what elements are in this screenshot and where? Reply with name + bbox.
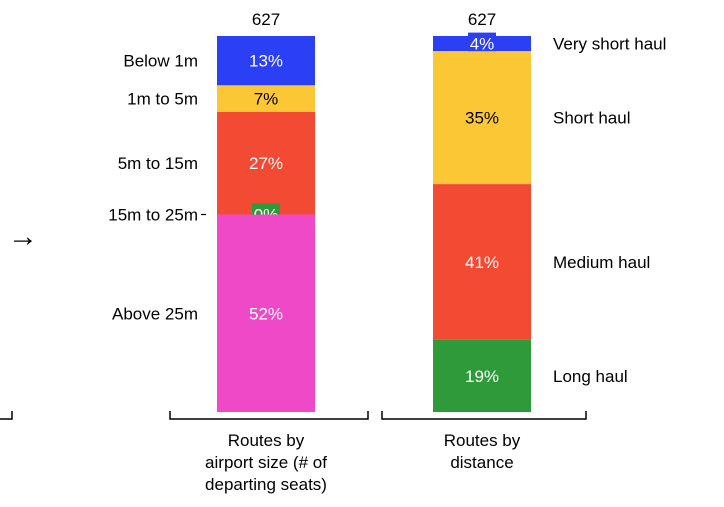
segment-name-label: 5m to 15m xyxy=(118,154,198,173)
category-bracket xyxy=(381,411,587,420)
category-label: Routes by xyxy=(444,431,521,450)
segment-name-label: Above 25m xyxy=(112,304,198,323)
axis-bracket-partial xyxy=(0,411,13,420)
bar-segment xyxy=(217,214,315,412)
bar-segment xyxy=(433,339,531,412)
data-label: 27% xyxy=(249,154,283,173)
data-label: 41% xyxy=(465,253,499,272)
bar-total-label: 627 xyxy=(468,10,496,29)
bar-segment xyxy=(217,36,315,86)
segment-name-label: 15m to 25m xyxy=(108,206,198,225)
bar-segment xyxy=(217,85,315,112)
segment-name-label: 1m to 5m xyxy=(127,90,198,109)
segment-name-label: Medium haul xyxy=(553,253,650,272)
bar-segment xyxy=(433,184,531,340)
data-label: 13% xyxy=(249,52,283,71)
category-label: departing seats) xyxy=(205,475,327,494)
segment-name-label: Short haul xyxy=(553,109,631,128)
data-label: 7% xyxy=(254,90,279,109)
category-label: distance xyxy=(450,453,513,472)
segment-name-label: Below 1m xyxy=(123,52,198,71)
data-label: 52% xyxy=(249,304,283,323)
segment-name-label: Very short haul xyxy=(553,35,666,54)
category-label: airport size (# of xyxy=(205,453,327,472)
bar-segment xyxy=(433,51,531,185)
data-label: 19% xyxy=(465,367,499,386)
segment-name-label: Long haul xyxy=(553,367,628,386)
flow-arrow-icon: → xyxy=(8,220,38,253)
category-bracket xyxy=(169,411,369,420)
category-label: Routes by xyxy=(228,431,305,450)
data-label-box xyxy=(468,32,496,55)
data-label: 4% xyxy=(470,35,495,54)
bar-segment xyxy=(217,111,315,215)
bar-total-label: 627 xyxy=(252,10,280,29)
data-label: 35% xyxy=(465,109,499,128)
